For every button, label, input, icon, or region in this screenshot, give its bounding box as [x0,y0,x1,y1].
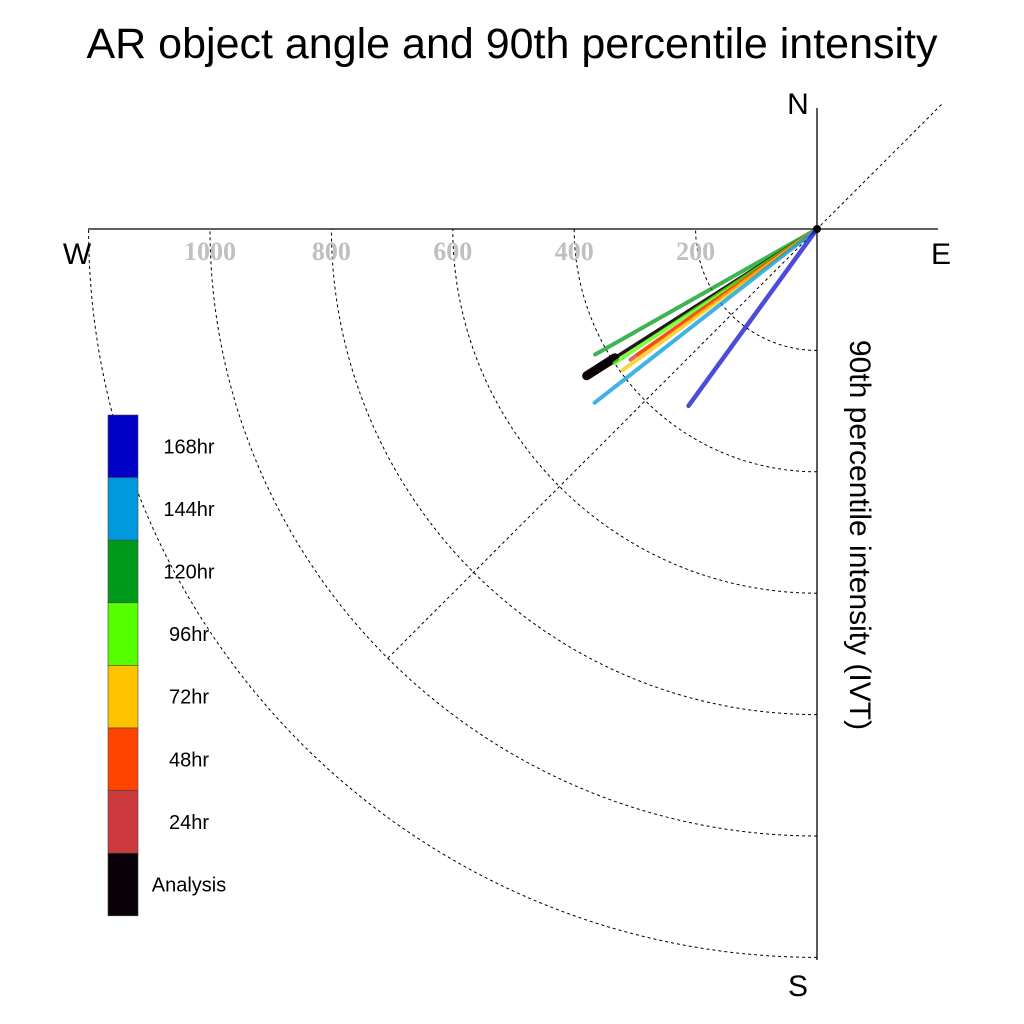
axes [88,108,938,960]
vector-144hr [592,227,819,405]
legend-label: 72hr [169,687,209,709]
legend-swatch [107,602,139,666]
legend-swatch [107,477,139,541]
compass-north-label: N [787,88,809,121]
legend-label: Analysis [152,875,226,897]
vector-analysis-tip [582,353,620,381]
origin-point [813,225,821,233]
legend-label: 96hr [169,624,209,646]
vector-168hr [686,226,820,409]
legend-label: 24hr [169,812,209,834]
radial-tick-label: 200 [676,237,715,266]
radial-tick-labels: 200 400 600 800 1000 [184,237,715,266]
legend-swatch [107,790,139,854]
diagonal-guide [387,104,942,659]
legend-label: 120hr [163,562,214,584]
compass-south-label: S [788,970,808,1003]
legend: 168hr 144hr 120hr 96hr 72hr 48hr 24hr Analysis [107,414,226,917]
radial-ring [573,228,818,473]
vector-120hr [593,227,819,357]
legend-swatch [107,852,139,917]
legend-swatch [107,727,139,791]
legend-swatch [107,539,139,604]
radial-tick-label: 400 [555,237,594,266]
radial-tick-label: 1000 [184,237,236,266]
radial-ring [452,228,818,594]
legend-label: 48hr [169,749,209,771]
legend-label: 168hr [163,436,214,458]
legend-label: 144hr [163,499,214,521]
radial-ring [330,228,818,716]
radial-ring [695,228,818,351]
y-axis-label: 90th percentile intensity (IVT) [843,340,876,730]
radial-tick-label: 800 [312,237,351,266]
series-vectors [582,225,821,409]
legend-swatch [107,665,139,729]
diagonal-guides [387,104,942,659]
chart-title: AR object angle and 90th percentile inte… [87,20,938,68]
compass-west-label: W [63,238,92,271]
radial-tick-label: 600 [433,237,472,266]
legend-swatch [107,414,139,478]
compass-east-label: E [931,238,951,271]
radial-ring [88,228,818,958]
